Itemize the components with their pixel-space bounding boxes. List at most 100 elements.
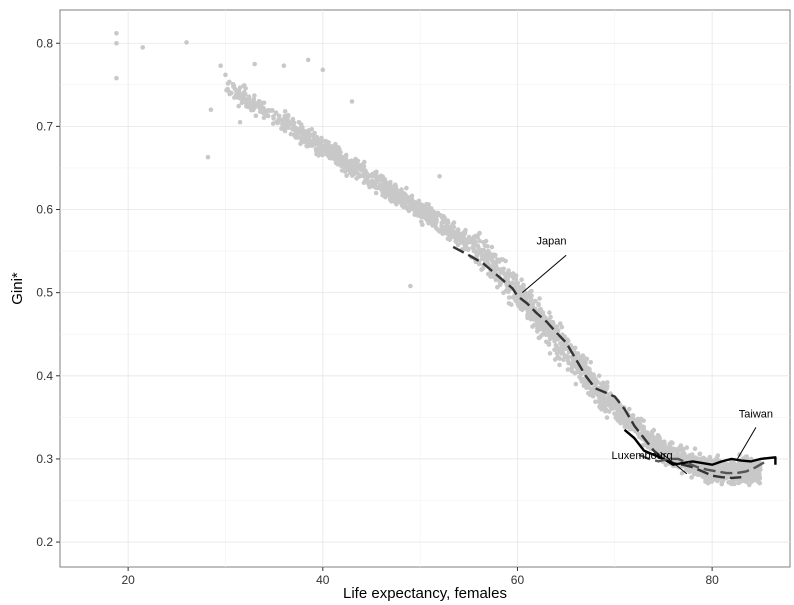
data-point xyxy=(337,159,343,165)
data-point xyxy=(499,257,504,262)
annotation-label-luxembourg: Luxembourg xyxy=(611,450,672,462)
data-point xyxy=(606,409,612,414)
data-point xyxy=(593,399,598,405)
data-point xyxy=(503,273,508,278)
data-point xyxy=(479,267,484,272)
data-point xyxy=(616,407,622,413)
data-point xyxy=(550,335,556,341)
data-point xyxy=(331,155,337,161)
annotation-label-taiwan: Taiwan xyxy=(739,408,773,420)
data-point xyxy=(493,259,498,265)
data-point xyxy=(684,445,690,450)
data-point xyxy=(274,119,279,125)
data-point xyxy=(320,67,326,73)
data-point xyxy=(280,121,285,127)
data-point xyxy=(515,290,521,296)
data-point xyxy=(683,456,689,461)
data-point xyxy=(515,280,521,286)
data-point xyxy=(403,201,408,207)
x-tick-label: 60 xyxy=(511,573,525,587)
data-point xyxy=(252,93,257,98)
data-point xyxy=(548,319,553,324)
data-point xyxy=(520,293,526,298)
data-point xyxy=(339,168,345,173)
data-point xyxy=(529,313,535,319)
data-point xyxy=(334,149,339,154)
data-point xyxy=(674,447,679,452)
data-point xyxy=(327,149,332,154)
data-point xyxy=(525,312,530,318)
data-point xyxy=(612,404,617,410)
data-point xyxy=(601,399,606,405)
data-point xyxy=(557,362,562,368)
data-point xyxy=(506,301,512,306)
y-tick-label: 0.4 xyxy=(36,369,53,383)
data-point xyxy=(519,277,524,283)
data-point xyxy=(600,381,606,386)
data-point xyxy=(243,86,248,91)
data-point xyxy=(422,207,427,212)
data-point xyxy=(265,108,271,114)
data-point xyxy=(554,324,560,330)
data-point xyxy=(452,234,457,240)
data-point xyxy=(598,393,603,399)
data-point xyxy=(408,283,413,289)
data-point xyxy=(495,284,500,290)
data-point xyxy=(506,268,511,273)
data-point xyxy=(605,380,610,385)
data-point xyxy=(554,351,560,356)
data-point xyxy=(341,163,347,168)
data-point xyxy=(510,271,516,276)
data-point xyxy=(336,145,341,150)
data-point xyxy=(393,189,399,195)
data-point xyxy=(448,230,453,236)
data-point xyxy=(333,160,339,166)
data-point xyxy=(424,217,430,223)
data-point xyxy=(491,274,497,280)
data-point xyxy=(606,401,611,407)
data-point xyxy=(583,378,588,383)
data-point xyxy=(622,424,628,430)
data-point xyxy=(689,452,695,457)
data-point xyxy=(521,287,527,293)
data-point xyxy=(455,236,461,242)
data-point xyxy=(334,152,339,158)
data-point xyxy=(503,288,509,293)
data-point xyxy=(703,479,708,484)
data-point xyxy=(634,421,639,426)
data-point xyxy=(477,230,482,236)
data-point xyxy=(679,454,684,460)
data-point xyxy=(565,367,571,372)
data-point xyxy=(326,152,332,158)
data-point xyxy=(536,301,541,307)
data-point xyxy=(757,480,763,486)
data-point xyxy=(114,75,119,81)
data-point xyxy=(445,236,451,241)
data-point xyxy=(298,141,303,147)
data-point xyxy=(579,379,584,384)
data-point xyxy=(252,103,257,108)
data-point xyxy=(506,295,512,300)
data-point xyxy=(419,219,424,224)
data-point xyxy=(301,139,307,145)
data-point xyxy=(404,185,409,191)
data-point xyxy=(245,104,251,110)
data-point xyxy=(492,270,498,275)
data-point xyxy=(657,447,662,453)
data-point xyxy=(587,386,593,391)
data-point xyxy=(333,141,338,147)
data-point xyxy=(410,206,415,212)
data-point xyxy=(622,418,628,424)
data-point xyxy=(282,128,288,134)
data-point xyxy=(715,453,721,458)
data-point xyxy=(269,108,275,113)
data-point xyxy=(649,429,655,435)
data-point xyxy=(140,45,146,50)
series-japan-line xyxy=(452,245,742,480)
data-point xyxy=(452,230,457,235)
data-point xyxy=(654,443,660,449)
data-point xyxy=(465,236,471,242)
data-point xyxy=(704,458,710,464)
data-point xyxy=(559,324,565,330)
data-point xyxy=(276,113,282,119)
